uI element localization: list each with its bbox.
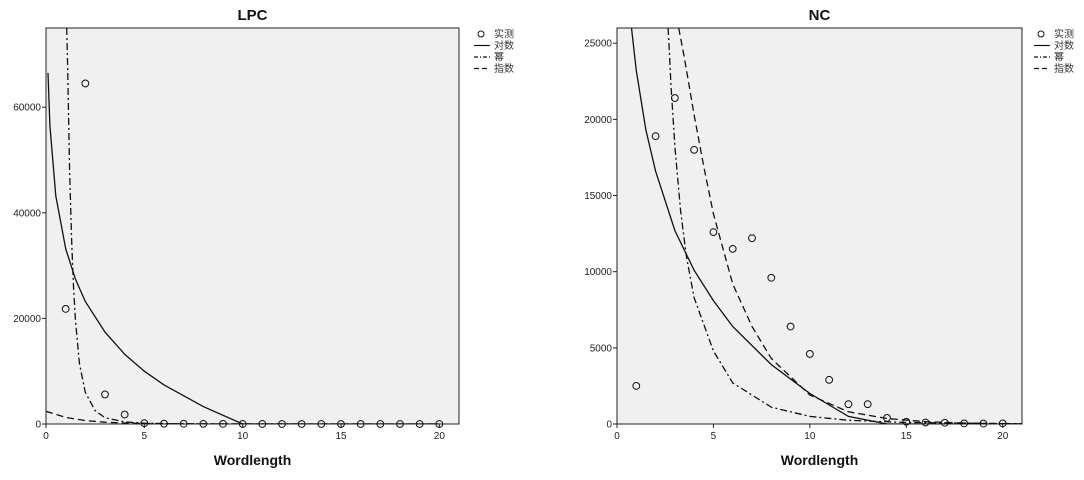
chart-title: NC bbox=[809, 7, 831, 24]
observed-point bbox=[979, 419, 988, 428]
observed-point bbox=[120, 410, 129, 419]
observed-point bbox=[998, 419, 1007, 428]
observed-point bbox=[160, 419, 168, 428]
legend-label: 对数 bbox=[494, 39, 514, 52]
legend-marker bbox=[1037, 30, 1045, 38]
observed-point bbox=[337, 420, 345, 428]
x-axis-label: Wordlength bbox=[214, 452, 292, 468]
x-tick-label: 15 bbox=[335, 431, 347, 442]
observed-point bbox=[728, 244, 737, 253]
observed-point bbox=[258, 420, 267, 428]
observed-point bbox=[140, 419, 149, 428]
y-tick-label: 5000 bbox=[590, 343, 613, 354]
observed-point bbox=[179, 419, 188, 428]
y-tick-label: 40000 bbox=[13, 208, 41, 219]
observed-point bbox=[786, 322, 795, 331]
observed-point bbox=[297, 420, 306, 428]
observed-point bbox=[61, 304, 70, 313]
x-tick-label: 15 bbox=[901, 431, 913, 442]
x-tick-label: 20 bbox=[434, 431, 446, 442]
observed-point bbox=[651, 132, 660, 141]
x-tick-label: 10 bbox=[237, 431, 249, 442]
observed-point bbox=[81, 79, 90, 88]
y-tick-label: 15000 bbox=[584, 191, 612, 202]
observed-point bbox=[960, 419, 969, 428]
y-tick-label: 60000 bbox=[13, 103, 41, 114]
observed-point bbox=[376, 420, 385, 428]
observed-point bbox=[883, 414, 891, 422]
plot-area bbox=[45, 27, 460, 425]
y-tick-label: 20000 bbox=[13, 314, 41, 325]
legend-label: 对数 bbox=[1054, 39, 1074, 52]
x-tick-label: 10 bbox=[804, 431, 816, 442]
y-tick-label: 0 bbox=[35, 420, 41, 431]
x-tick-label: 5 bbox=[142, 431, 148, 442]
observed-point bbox=[219, 419, 227, 428]
legend-label: 指数 bbox=[1054, 62, 1074, 75]
observed-point bbox=[278, 420, 286, 428]
observed-point bbox=[767, 273, 776, 282]
fit-line-对数 bbox=[630, 28, 1022, 424]
y-tick-label: 10000 bbox=[584, 267, 612, 278]
fit-line-对数 bbox=[47, 72, 440, 424]
legend-label: 幂 bbox=[1054, 52, 1064, 64]
x-tick-label: 5 bbox=[711, 431, 717, 442]
observed-point bbox=[921, 418, 930, 427]
observed-point bbox=[670, 94, 679, 102]
observed-point bbox=[101, 390, 109, 399]
observed-point bbox=[199, 419, 208, 428]
observed-point bbox=[415, 420, 424, 428]
observed-point bbox=[940, 418, 949, 427]
x-tick-label: 0 bbox=[614, 431, 620, 442]
observed-point bbox=[632, 382, 641, 390]
legend-marker bbox=[477, 30, 485, 38]
x-axis-label: Wordlength bbox=[781, 452, 859, 468]
observed-point bbox=[356, 420, 365, 428]
observed-point bbox=[435, 420, 444, 428]
observed-point bbox=[396, 420, 404, 428]
observed-point bbox=[238, 420, 247, 428]
legend-label: 实测 bbox=[494, 28, 514, 41]
observed-point bbox=[863, 400, 872, 409]
y-tick-label: 20000 bbox=[584, 115, 612, 126]
fit-line-指数 bbox=[46, 410, 440, 424]
observed-point bbox=[844, 400, 853, 409]
observed-point bbox=[690, 145, 699, 154]
chart-title: LPC bbox=[238, 7, 268, 24]
legend-label: 实测 bbox=[1054, 28, 1074, 41]
fit-line-指数 bbox=[678, 28, 1022, 424]
observed-point bbox=[825, 375, 834, 384]
observed-point bbox=[748, 234, 756, 243]
x-tick-label: 20 bbox=[997, 431, 1009, 442]
observed-point bbox=[902, 417, 911, 426]
observed-point bbox=[805, 350, 814, 358]
y-tick-label: 0 bbox=[606, 420, 612, 431]
legend-label: 指数 bbox=[494, 62, 514, 75]
y-tick-label: 25000 bbox=[584, 39, 612, 50]
x-tick-label: 0 bbox=[43, 431, 49, 442]
plot-area bbox=[616, 27, 1023, 425]
observed-point bbox=[317, 420, 326, 428]
observed-point bbox=[709, 228, 718, 236]
legend-label: 幂 bbox=[494, 52, 504, 64]
